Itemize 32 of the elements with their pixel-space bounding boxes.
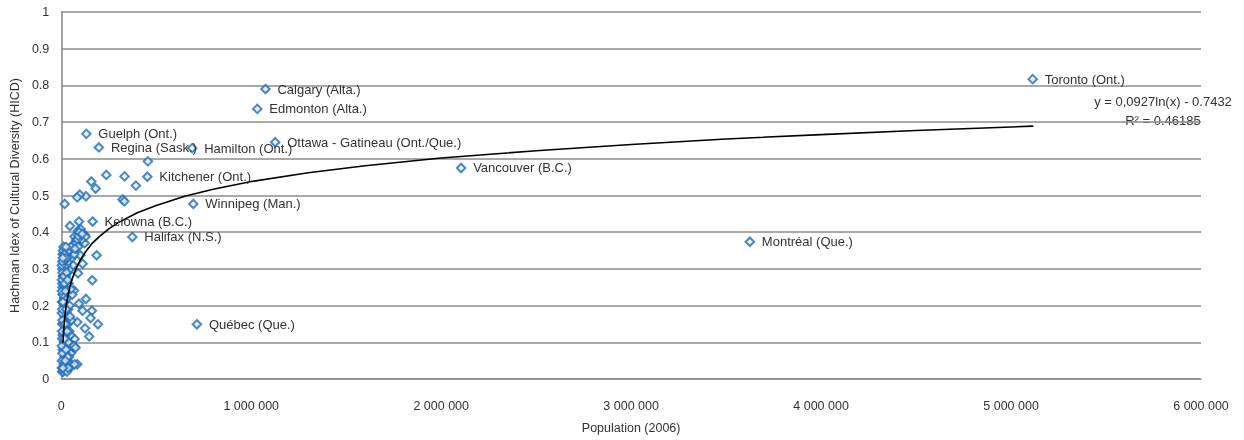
annotation: Kitchener (Ont.) — [159, 169, 252, 185]
annotation: Vancouver (B.C.) — [473, 160, 572, 176]
x-tick-label: 3 000 000 — [603, 398, 659, 413]
y-tick-label: 0.7 — [31, 115, 50, 130]
x-tick-label: 5 000 000 — [983, 398, 1039, 413]
x-tick-label: 6 000 000 — [1173, 398, 1229, 413]
y-tick-label: 0.5 — [31, 188, 50, 203]
y-tick-label: 0.4 — [31, 225, 50, 240]
annotation: Halifax (N.S.) — [144, 229, 222, 245]
x-tick-label: 0 — [57, 398, 65, 413]
annotation: Winnipeg (Man.) — [205, 196, 301, 212]
y-tick-label: 0.8 — [31, 78, 50, 93]
y-tick-label: 1 — [42, 5, 50, 19]
y-tick-label: 0.6 — [31, 151, 50, 166]
x-tick-label: 1 000 000 — [223, 398, 280, 413]
y-tick-label: 0.3 — [31, 261, 50, 276]
x-tick-label: 4 000 000 — [793, 398, 849, 413]
x-tick-label: 2 000 000 — [413, 398, 470, 413]
y-tick-label: 0.9 — [31, 41, 50, 56]
x-axis-title: Population (2006) — [581, 420, 681, 435]
y-tick-label: 0.2 — [31, 298, 50, 313]
annotation: Toronto (Ont.) — [1044, 71, 1125, 87]
y-tick-label: 0.1 — [31, 335, 50, 350]
annotation: Montréal (Que.) — [761, 234, 853, 250]
y-axis-title: Hachman Idex of Cultural Diversity (HICD) — [7, 78, 22, 313]
annotation: Québec (Que.) — [208, 316, 295, 332]
annotation: Calgary (Alta.) — [277, 81, 361, 97]
annotation: Edmonton (Alta.) — [269, 101, 367, 117]
annotation: R² = 0.46185 — [1125, 112, 1201, 128]
annotation: y = 0,0927ln(x) - 0.7432 — [1094, 93, 1232, 109]
y-tick-label: 0 — [42, 372, 50, 386]
annotation: Guelph (Ont.) — [98, 126, 178, 142]
